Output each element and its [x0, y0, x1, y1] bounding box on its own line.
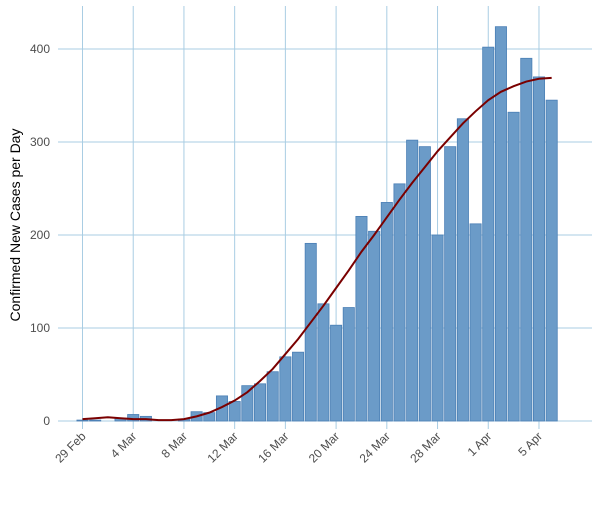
x-tick-label: 1 Apr — [465, 429, 495, 459]
bar — [228, 401, 241, 422]
x-tick-label: 24 Mar — [357, 429, 393, 465]
bar — [393, 183, 406, 422]
bar — [418, 146, 431, 422]
bar — [520, 57, 533, 422]
x-tick-label: 4 Mar — [108, 429, 140, 461]
y-axis-ticks: 0 100 200 300 400 — [30, 42, 50, 428]
bar — [431, 234, 444, 422]
bar — [507, 111, 520, 422]
bar — [532, 76, 545, 422]
bar — [380, 202, 393, 422]
x-tick-label: 20 Mar — [306, 429, 342, 465]
x-tick-label: 8 Mar — [158, 429, 190, 461]
trend-line — [82, 76, 552, 422]
x-tick-label: 28 Mar — [407, 429, 443, 465]
x-tick-label: 12 Mar — [204, 429, 240, 465]
y-tick-label: 0 — [43, 414, 50, 428]
bar — [456, 118, 469, 422]
bar — [292, 351, 305, 422]
bar — [304, 242, 317, 422]
x-tick-label: 16 Mar — [255, 429, 291, 465]
x-tick-label: 29 Feb — [52, 429, 89, 466]
bar — [330, 324, 343, 422]
bars — [76, 26, 558, 422]
bar — [482, 46, 495, 422]
bar — [266, 371, 279, 422]
y-tick-label: 300 — [30, 135, 50, 149]
bar — [494, 26, 507, 422]
y-tick-label: 400 — [30, 42, 50, 56]
x-axis-ticks: 29 Feb 4 Mar 8 Mar 12 Mar 16 Mar 20 Mar 24 Mar… — [52, 429, 545, 466]
y-tick-label: 100 — [30, 321, 50, 335]
y-tick-label: 200 — [30, 228, 50, 242]
x-tick-label: 5 Apr — [515, 429, 545, 459]
trend — [82, 76, 552, 422]
bar — [254, 383, 267, 422]
bar — [241, 385, 254, 422]
bar — [368, 230, 381, 422]
bar — [545, 99, 558, 422]
bar — [89, 419, 102, 422]
bar — [355, 215, 368, 422]
bar — [342, 307, 355, 422]
y-axis-label: Confirmed New Cases per Day — [7, 129, 23, 322]
bar — [317, 303, 330, 422]
bar — [444, 146, 457, 422]
bar — [406, 139, 419, 422]
bar — [279, 356, 292, 422]
bar — [76, 419, 89, 422]
bar — [469, 223, 482, 422]
